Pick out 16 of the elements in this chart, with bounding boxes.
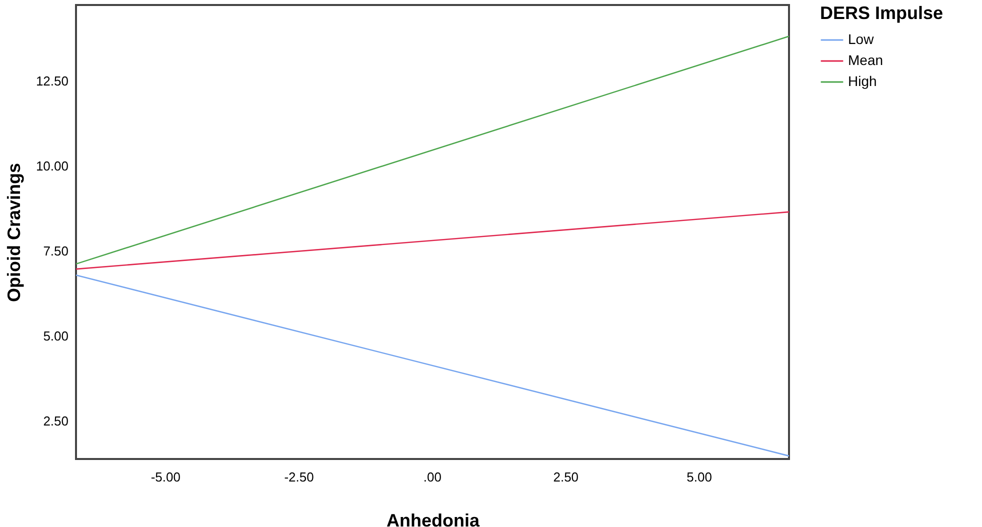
x-axis-title: Anhedonia — [386, 510, 480, 527]
legend-title: DERS Impulse — [820, 3, 944, 23]
y-tick-label: 12.50 — [36, 74, 68, 89]
x-tick-label: 2.50 — [553, 470, 579, 484]
y-tick-label: 2.50 — [43, 413, 68, 428]
x-tick-label: 5.00 — [686, 470, 712, 484]
x-tick-label: -2.50 — [284, 470, 314, 484]
y-tick-label: 10.00 — [36, 158, 68, 174]
x-tick-label: .00 — [423, 470, 442, 484]
x-tick-label: -5.00 — [150, 470, 180, 484]
legend-label: Low — [848, 31, 875, 47]
legend-label: Mean — [848, 52, 884, 68]
y-tick-label: 7.50 — [43, 244, 68, 259]
y-axis-title: Opioid Cravings — [4, 162, 24, 302]
y-tick-label: 5.00 — [43, 328, 68, 344]
legend-label: High — [848, 73, 877, 89]
